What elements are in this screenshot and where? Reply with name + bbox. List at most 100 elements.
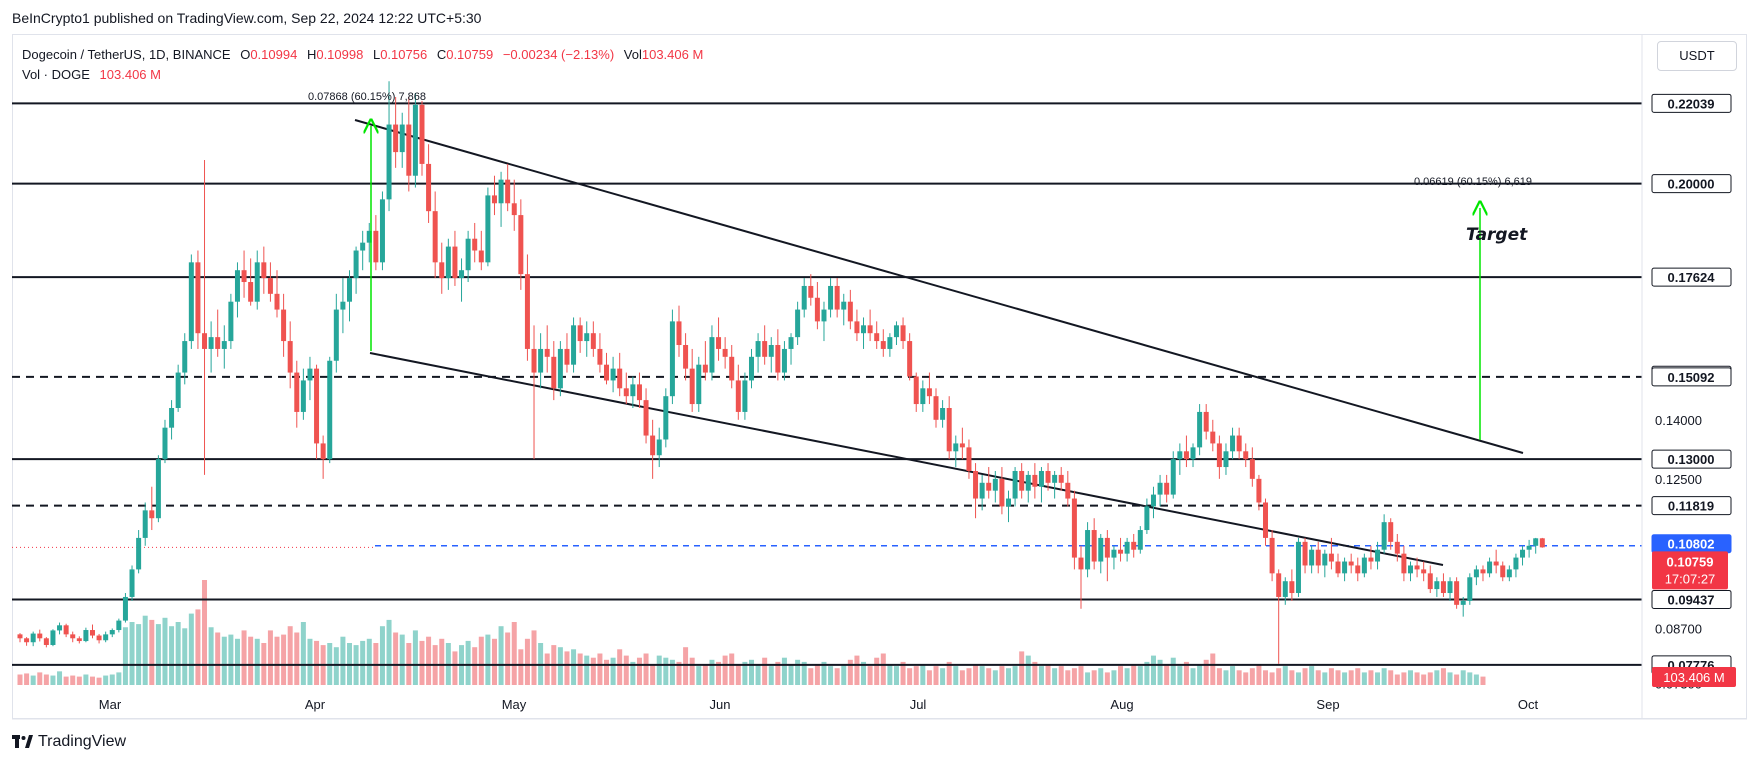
candle-body xyxy=(1394,541,1400,554)
x-tick-Oct: Oct xyxy=(1518,697,1539,712)
publisher-line: BeInCrypto1 published on TradingView.com… xyxy=(12,10,482,26)
candle-body xyxy=(76,638,82,642)
volume-bar xyxy=(768,666,774,685)
candle-body xyxy=(992,478,998,491)
volume-bar xyxy=(478,636,484,685)
volume-bar xyxy=(887,664,893,685)
candle-body xyxy=(188,262,194,342)
candle-body xyxy=(1098,537,1104,562)
volume-bar xyxy=(946,661,952,685)
candlesticks xyxy=(17,81,1545,664)
volume-bar xyxy=(248,636,254,685)
volume-bar xyxy=(913,666,919,685)
volume-bar xyxy=(142,615,148,685)
volume-bar xyxy=(1065,670,1071,685)
candle-body xyxy=(347,278,352,302)
candle-body xyxy=(472,238,478,251)
volume-bar xyxy=(1335,670,1341,685)
volume-bar xyxy=(366,638,372,685)
volume-bar xyxy=(604,659,610,685)
candle-body xyxy=(775,345,781,373)
candle-body xyxy=(1375,549,1381,562)
high-label: H xyxy=(306,47,317,62)
volume-bar xyxy=(1368,670,1374,685)
volume-bar xyxy=(1118,666,1124,685)
candle-body xyxy=(1131,541,1137,550)
level-badge-0.11819: 0.11819 xyxy=(1651,496,1732,516)
candle-body xyxy=(643,400,649,436)
candle-body xyxy=(867,325,873,334)
candle-body xyxy=(1487,561,1493,574)
candle-body xyxy=(920,388,926,405)
volume-bar xyxy=(1480,676,1486,685)
candle-body xyxy=(215,337,221,349)
candle-body xyxy=(1539,538,1545,548)
volume-bar xyxy=(37,672,43,685)
candle-body xyxy=(1480,569,1486,574)
symbol-title: Dogecoin / TetherUS, 1D, BINANCE xyxy=(22,47,231,62)
candle-body xyxy=(1342,561,1348,574)
level-badge-0.20000-text: 0.20000 xyxy=(1668,177,1715,192)
volume-bar xyxy=(564,651,570,685)
candle-body xyxy=(814,297,820,322)
volume-bar xyxy=(254,638,260,685)
volume-bar xyxy=(1012,666,1018,685)
volume-bar xyxy=(281,634,287,685)
candle-body xyxy=(1421,569,1427,574)
volume-bar xyxy=(828,666,834,685)
candle-body xyxy=(122,596,128,621)
volume-bar xyxy=(867,666,873,685)
volume-bar xyxy=(1315,670,1321,685)
volume-bar xyxy=(129,622,135,685)
volume-bar xyxy=(155,624,161,685)
candle-body xyxy=(373,230,379,263)
volume-bar xyxy=(1302,668,1308,685)
volume-bar xyxy=(709,659,715,685)
tradingview-logo-icon xyxy=(12,735,33,748)
volume-bar xyxy=(109,674,115,685)
candle-body xyxy=(327,360,333,460)
volume-bar xyxy=(393,632,399,685)
volume-bar xyxy=(1019,651,1025,685)
candle-body xyxy=(1019,470,1025,491)
volume-badge: 103.406 M xyxy=(1652,667,1736,687)
candle-body xyxy=(1256,478,1262,503)
candle-body xyxy=(564,348,570,365)
volume-bar xyxy=(973,664,979,685)
candle-body xyxy=(1348,561,1354,566)
level-badge-0.15092-text: 0.15092 xyxy=(1668,370,1715,385)
volume-bar xyxy=(202,580,208,685)
candle-body xyxy=(1170,459,1176,495)
volume-bar xyxy=(795,659,801,685)
volume-bar xyxy=(992,670,998,685)
candle-body xyxy=(1401,553,1407,574)
candle-body xyxy=(307,368,313,381)
candle-body xyxy=(676,321,682,346)
volume-bar xyxy=(959,670,965,685)
volume-bar xyxy=(215,632,221,685)
volume-bar xyxy=(412,630,418,685)
descending-resistance-line xyxy=(354,119,1524,454)
volume-bar xyxy=(103,675,109,685)
volume-bar xyxy=(643,653,649,685)
candle-body xyxy=(267,278,273,294)
volume-bar xyxy=(999,666,1005,685)
close-value: 0.10759 xyxy=(446,47,494,62)
volume-bar xyxy=(439,638,445,685)
candle-body xyxy=(1183,451,1189,460)
candle-body xyxy=(208,337,214,349)
volume-bar xyxy=(208,627,214,685)
candle-body xyxy=(940,407,946,420)
volume-bar xyxy=(1223,670,1229,685)
candle-body xyxy=(610,368,616,381)
candle-body xyxy=(1111,549,1117,558)
candle-body xyxy=(1071,498,1077,558)
volume-bar xyxy=(491,638,497,685)
volume-bar xyxy=(221,636,227,685)
candle-body xyxy=(828,285,834,310)
candle-body xyxy=(366,230,372,243)
currency-button[interactable]: USDT xyxy=(1657,41,1737,71)
candle-body xyxy=(379,199,385,263)
candle-body xyxy=(1335,561,1341,574)
volume-bar xyxy=(287,626,293,685)
